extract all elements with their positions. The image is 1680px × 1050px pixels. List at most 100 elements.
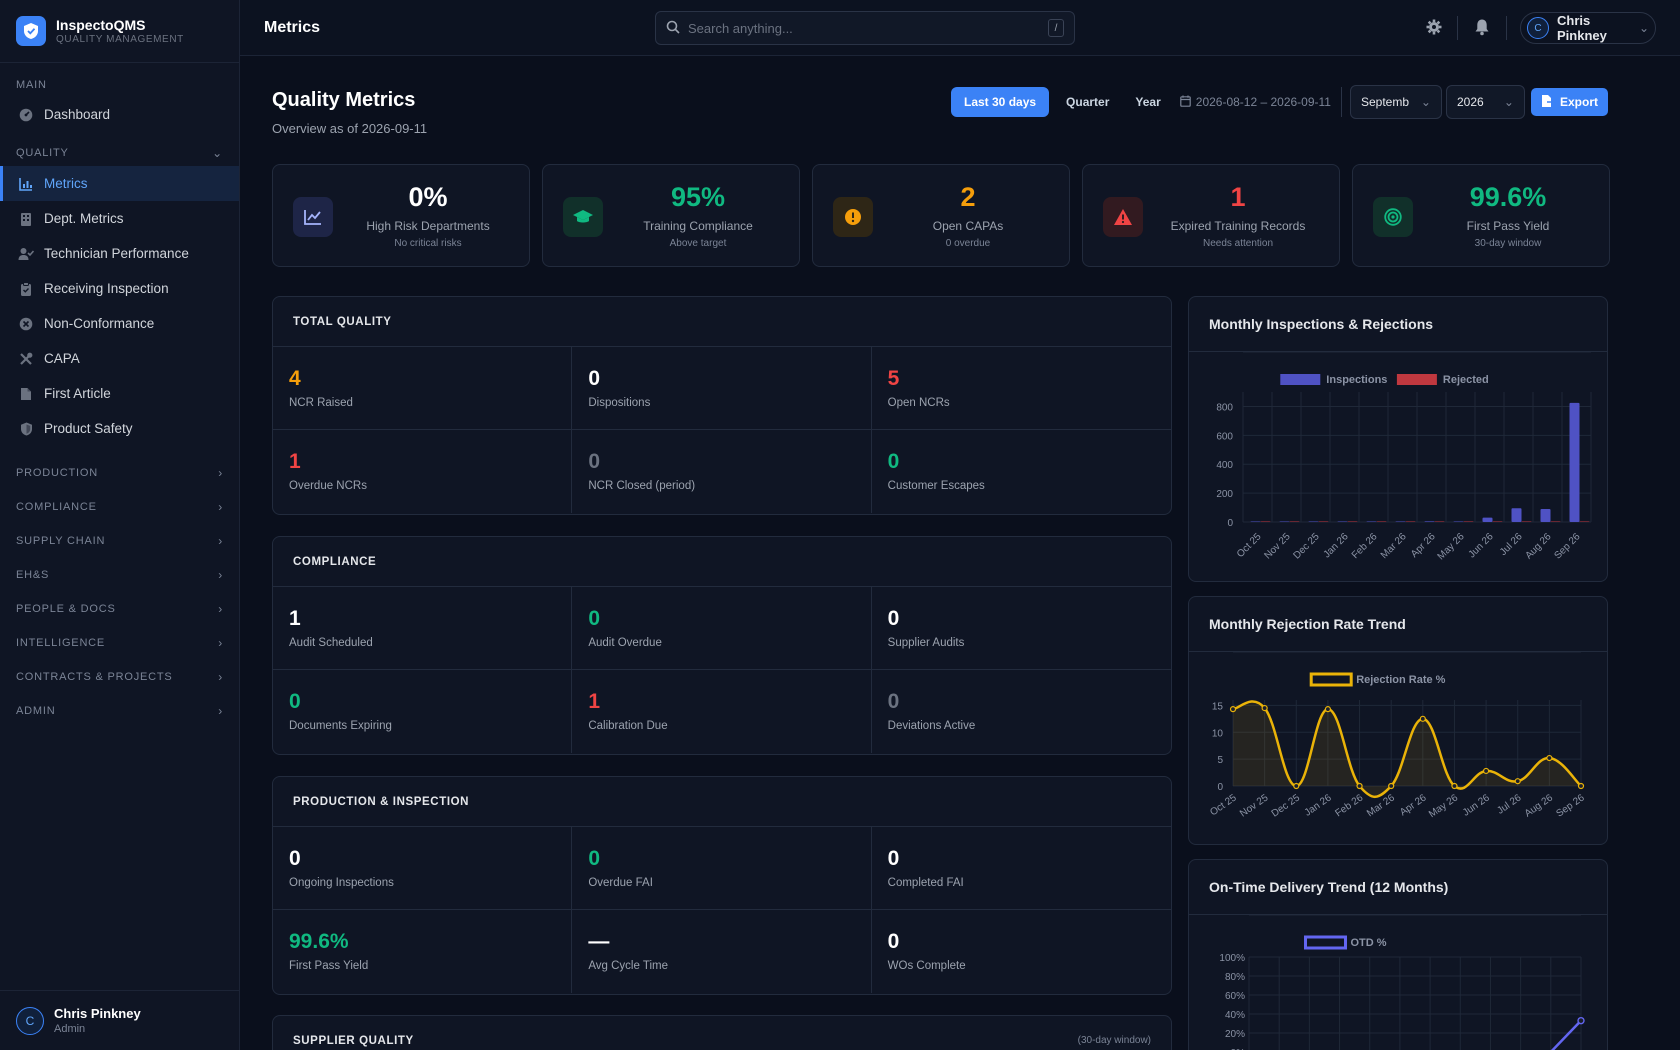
metric-supplier-audits[interactable]: 0 Supplier Audits (871, 587, 1171, 670)
bar-rejected-9[interactable] (1521, 521, 1532, 523)
x-tick-label: Nov 25 (1238, 792, 1271, 819)
metric-completed-fai[interactable]: 0 Completed FAI (871, 827, 1171, 910)
bar-rejected-0[interactable] (1260, 521, 1271, 523)
sidebar-item-first-article[interactable]: First Article (0, 376, 239, 411)
metric-ongoing-inspections[interactable]: 0 Ongoing Inspections (273, 827, 573, 910)
metric-wos-complete[interactable]: 0 WOs Complete (872, 910, 1171, 993)
point-0[interactable] (1229, 706, 1237, 713)
bar-inspections-9[interactable] (1511, 508, 1522, 522)
metric-audit-overdue[interactable]: 0 Audit Overdue (572, 587, 872, 670)
bar-inspections-8[interactable] (1482, 517, 1493, 522)
card-header: TOTAL QUALITY (273, 297, 1171, 347)
sidebar-item-product-safety[interactable]: Product Safety (0, 411, 239, 446)
metric-avg-cycle-time[interactable]: — Avg Cycle Time (572, 910, 872, 993)
bell-icon[interactable] (1474, 18, 1490, 39)
metric-first-pass-yield[interactable]: 99.6% First Pass Yield (273, 910, 573, 993)
point-3[interactable] (1324, 706, 1332, 713)
nav-group-eh-s[interactable]: EH&S › (0, 558, 239, 592)
bar-inspections-10[interactable] (1540, 509, 1551, 522)
bar-inspections-0[interactable] (1250, 521, 1261, 523)
metric-dispositions[interactable]: 0 Dispositions (572, 347, 872, 430)
kpi-card-training-compliance[interactable]: 95% Training Compliance Above target (542, 164, 800, 267)
bar-rejected-10[interactable] (1550, 521, 1561, 523)
point-9[interactable] (1514, 778, 1521, 785)
nav-group-production[interactable]: PRODUCTION › (0, 456, 239, 490)
nav-group-compliance[interactable]: COMPLIANCE › (0, 490, 239, 524)
bar-rejected-11[interactable] (1579, 521, 1590, 523)
nav-group-supply-chain[interactable]: SUPPLY CHAIN › (0, 524, 239, 558)
legend-label: Inspections (1326, 374, 1387, 386)
metric-ncr-closed-period[interactable]: 0 NCR Closed (period) (572, 430, 872, 513)
search-input[interactable] (688, 20, 1048, 36)
nav-group-intelligence[interactable]: INTELLIGENCE › (0, 626, 239, 660)
export-button[interactable]: Export (1530, 88, 1608, 116)
settings-gear-icon[interactable] (1425, 18, 1443, 39)
point-11[interactable] (1577, 1016, 1585, 1025)
metric-label: First Pass Yield (289, 960, 369, 972)
point-6[interactable] (1419, 715, 1426, 722)
sidebar-item-metrics[interactable]: Metrics (0, 166, 239, 201)
bar-rejected-1[interactable] (1289, 521, 1300, 523)
range-year[interactable]: Year (1135, 95, 1161, 109)
bar-rejected-7[interactable] (1463, 521, 1474, 523)
kpi-card-first-pass-yield[interactable]: 99.6% First Pass Yield 30-day window (1352, 164, 1610, 267)
search-bar[interactable]: / (655, 11, 1075, 45)
bar-inspections-5[interactable] (1395, 521, 1406, 523)
bar-rejected-5[interactable] (1405, 521, 1416, 523)
metric-open-ncrs[interactable]: 5 Open NCRs (871, 347, 1171, 430)
point-8[interactable] (1482, 767, 1490, 775)
point-11[interactable] (1577, 782, 1585, 790)
sidebar-item-technician-performance[interactable]: Technician Performance (0, 236, 239, 271)
bar-rejected-4[interactable] (1376, 521, 1387, 523)
bar-inspections-4[interactable] (1366, 521, 1377, 523)
point-1[interactable] (1261, 704, 1268, 712)
metric-overdue-ncrs[interactable]: 1 Overdue NCRs (273, 430, 573, 513)
nav-section-quality[interactable]: QUALITY ⌄ (0, 132, 239, 166)
y-tick-label: 100% (1219, 953, 1245, 964)
bar-inspections-7[interactable] (1453, 521, 1464, 523)
point-4[interactable] (1356, 782, 1363, 790)
metric-overdue-fai[interactable]: 0 Overdue FAI (572, 827, 872, 910)
nav-group-admin[interactable]: ADMIN › (0, 694, 239, 728)
bar-rejected-6[interactable] (1434, 521, 1445, 523)
rejection-rate-line-chart: Rejection Rate % 0 5 10 15 Oct 25 Nov 25 Dec 25… (1208, 651, 1587, 820)
user-menu[interactable]: C Chris Pinkney ⌄ (1520, 12, 1656, 44)
sidebar-item-dept-metrics[interactable]: Dept. Metrics (0, 201, 239, 236)
bar-rejected-2[interactable] (1318, 521, 1329, 523)
sidebar-item-receiving-inspection[interactable]: Receiving Inspection (0, 271, 239, 306)
kpi-card-open-capas[interactable]: 2 Open CAPAs 0 overdue (812, 164, 1070, 267)
sidebar-user[interactable]: C Chris Pinkney Admin (0, 990, 239, 1050)
year-select[interactable]: 2026 ⌄ (1445, 85, 1525, 119)
month-select[interactable]: Septemb ⌄ (1349, 85, 1442, 119)
nav-group-contracts-projects[interactable]: CONTRACTS & PROJECTS › (0, 660, 239, 694)
metric-calibration-due[interactable]: 1 Calibration Due (572, 670, 872, 753)
bar-inspections-1[interactable] (1279, 521, 1290, 523)
x-tick-label: Sep 26 (1554, 792, 1587, 819)
kpi-card-high-risk-departments[interactable]: 0% High Risk Departments No critical risks (272, 164, 530, 267)
bar-rejected-3[interactable] (1347, 521, 1358, 523)
metric-customer-escapes[interactable]: 0 Customer Escapes (872, 430, 1171, 513)
range-last-30-days[interactable]: Last 30 days (951, 87, 1050, 117)
bar-rejected-8[interactable] (1492, 521, 1503, 523)
metric-audit-scheduled[interactable]: 1 Audit Scheduled (273, 587, 573, 670)
metric-documents-expiring[interactable]: 0 Documents Expiring (273, 670, 573, 753)
range-quarter[interactable]: Quarter (1066, 95, 1110, 109)
bar-inspections-2[interactable] (1308, 521, 1319, 523)
sidebar-item-capa[interactable]: CAPA (0, 341, 239, 376)
bar-inspections-11[interactable] (1569, 402, 1580, 522)
bar-inspections-6[interactable] (1424, 521, 1435, 522)
brand[interactable]: InspectoQMS QUALITY MANAGEMENT (0, 0, 239, 63)
point-7[interactable] (1451, 782, 1458, 790)
main-content: Quality Metrics Overview as of 2026-09-1… (240, 57, 1680, 1050)
metric-deviations-active[interactable]: 0 Deviations Active (872, 670, 1171, 753)
sidebar-item-non-conformance[interactable]: Non-Conformance (0, 306, 239, 341)
kpi-card-expired-training-records[interactable]: 1 Expired Training Records Needs attention (1082, 164, 1340, 267)
nav-group-people-docs[interactable]: PEOPLE & DOCS › (0, 592, 239, 626)
sidebar-item-dashboard[interactable]: Dashboard (0, 97, 239, 132)
point-2[interactable] (1293, 782, 1300, 790)
y-tick-label: 60% (1225, 991, 1245, 1002)
metric-ncr-raised[interactable]: 4 NCR Raised (273, 347, 573, 430)
point-10[interactable] (1546, 754, 1553, 762)
bar-inspections-3[interactable] (1337, 521, 1348, 523)
point-5[interactable] (1388, 782, 1395, 790)
